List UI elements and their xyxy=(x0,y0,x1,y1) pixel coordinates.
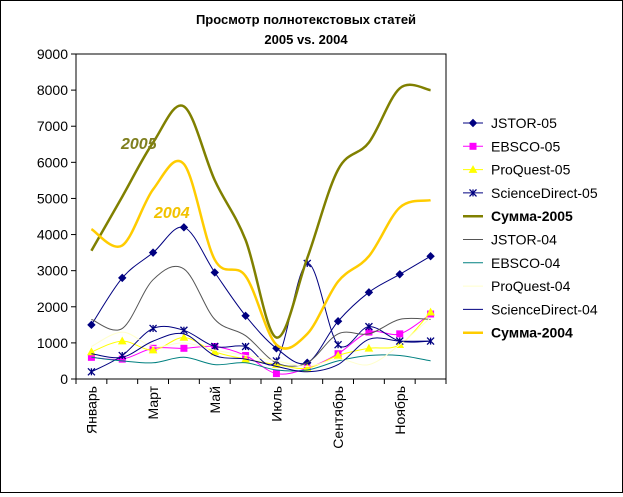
chart-title: Просмотр полнотекстовых статей xyxy=(196,12,416,27)
y-tick-label: 8000 xyxy=(37,82,68,98)
legend-marker xyxy=(468,165,478,173)
data-point xyxy=(395,270,404,279)
data-point xyxy=(148,345,158,354)
legend-entry: Сумма-2004 xyxy=(463,325,573,341)
x-tick-label: Май xyxy=(207,386,223,413)
annotation-label: 2005 xyxy=(120,136,158,153)
data-point xyxy=(396,330,404,338)
series-line xyxy=(90,159,431,350)
data-point xyxy=(333,317,343,326)
x-tick-label: Март xyxy=(145,385,161,419)
data-point xyxy=(210,268,219,277)
legend-entry: EBSCO-05 xyxy=(463,138,560,154)
data-point xyxy=(118,273,127,283)
y-tick-label: 0 xyxy=(60,371,68,387)
data-point xyxy=(241,342,250,351)
series-line xyxy=(91,262,431,373)
legend-label: EBSCO-04 xyxy=(491,255,560,271)
series-sciencedirect-04 xyxy=(91,332,431,373)
legend-entry: ProQuest-04 xyxy=(463,278,571,294)
data-point xyxy=(334,340,343,349)
legend-label: ScienceDirect-04 xyxy=(491,301,598,317)
data-point xyxy=(148,248,158,257)
annotations: 2005 2004 xyxy=(120,136,190,222)
data-point xyxy=(210,342,219,351)
y-tick-label: 7000 xyxy=(37,118,68,134)
legend-marker xyxy=(469,142,477,150)
series-proquest-04 xyxy=(91,317,431,367)
series-line xyxy=(91,313,431,375)
legend-entry: Сумма-2005 xyxy=(463,208,573,224)
legend-entry: EBSCO-04 xyxy=(463,255,560,271)
series-line xyxy=(91,265,431,367)
series-line xyxy=(91,317,431,367)
data-point xyxy=(179,326,188,335)
data-point xyxy=(272,370,280,378)
legend: JSTOR-05 EBSCO-05 ProQuest-05 ScienceDirect… xyxy=(463,115,598,341)
y-tick-label: 1000 xyxy=(37,335,68,351)
x-tick-label: Сентябрь xyxy=(330,386,346,449)
legend-label: ScienceDirect-05 xyxy=(491,185,598,201)
legend-entry: ProQuest-05 xyxy=(463,162,571,178)
legend-label: ProQuest-05 xyxy=(491,162,571,178)
y-tick-label: 9000 xyxy=(37,46,68,62)
data-point xyxy=(364,343,374,352)
data-point xyxy=(87,347,96,356)
legend-marker xyxy=(469,188,477,197)
data-point xyxy=(364,322,373,331)
x-tick-label: Январь xyxy=(83,386,99,434)
data-point xyxy=(426,307,435,316)
series-сумма-2004 xyxy=(90,159,431,350)
y-tick-label: 6000 xyxy=(37,154,68,170)
y-tick-label: 4000 xyxy=(37,227,68,243)
legend-label: ProQuest-04 xyxy=(491,278,571,294)
legend-label: Сумма-2005 xyxy=(491,208,573,224)
legend-marker xyxy=(468,118,478,128)
series-сумма-2005 xyxy=(90,83,431,339)
legend-label: JSTOR-04 xyxy=(491,232,557,248)
data-point xyxy=(180,344,188,352)
series-line xyxy=(91,354,431,372)
data-point xyxy=(210,347,220,356)
series-line xyxy=(90,226,431,365)
annotation-label: 2004 xyxy=(153,205,190,222)
series-jstor-05 xyxy=(87,223,435,367)
data-point xyxy=(333,350,343,359)
data-point xyxy=(426,252,435,261)
data-point xyxy=(87,367,96,376)
legend-label: EBSCO-05 xyxy=(491,138,560,154)
series-line xyxy=(90,83,431,339)
series-lines xyxy=(87,83,435,378)
chart-subtitle: 2005 vs. 2004 xyxy=(264,32,348,47)
data-point xyxy=(87,320,96,330)
data-point xyxy=(241,311,250,321)
legend-label: Сумма-2004 xyxy=(491,325,573,341)
legend-entry: ScienceDirect-04 xyxy=(463,301,598,317)
axes: 0 1000 2000 3000 4000 5000 6000 7000 8000 9000 Янв… xyxy=(37,46,447,449)
legend-entry: JSTOR-04 xyxy=(463,232,557,248)
x-tick-label: Июль xyxy=(268,386,284,422)
legend-entry: JSTOR-05 xyxy=(463,115,557,131)
data-point xyxy=(149,324,158,333)
series-line xyxy=(91,332,431,373)
data-point xyxy=(364,288,374,297)
series-line xyxy=(91,311,431,370)
data-point xyxy=(179,332,189,341)
legend-label: JSTOR-05 xyxy=(491,115,557,131)
series-jstor-04 xyxy=(91,265,431,367)
series-ebsco-04 xyxy=(91,354,431,372)
y-tick-label: 2000 xyxy=(37,299,68,315)
y-tick-label: 5000 xyxy=(37,190,68,206)
y-tick-label: 3000 xyxy=(37,263,68,279)
data-point xyxy=(117,336,127,345)
data-point xyxy=(179,223,189,232)
x-tick-label: Ноябрь xyxy=(392,386,408,435)
legend-entry: ScienceDirect-05 xyxy=(463,185,598,201)
